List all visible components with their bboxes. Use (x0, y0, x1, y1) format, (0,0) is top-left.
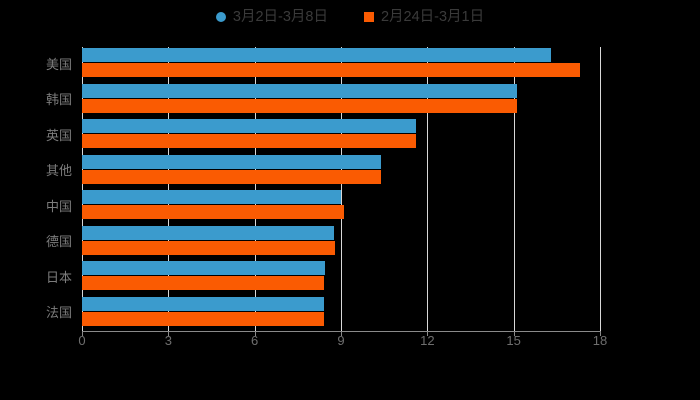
x-tick-mark-0 (82, 331, 83, 336)
legend-label-series-1: 2月24日-3月1日 (380, 8, 485, 25)
bar-1[interactable] (82, 63, 580, 77)
bar-row (82, 225, 600, 261)
bar-0[interactable] (82, 48, 552, 62)
bar-0[interactable] (82, 261, 326, 275)
x-tick-mark-12 (427, 331, 429, 336)
bar-0[interactable] (82, 225, 334, 240)
x-tick-label-12: 12 (420, 333, 435, 348)
bar-rows (82, 47, 600, 331)
legend-item-series-0[interactable]: 3月2日-3月8日 (215, 8, 328, 25)
x-tick-label-0: 0 (78, 333, 86, 348)
bar-1[interactable] (82, 205, 344, 219)
bar-0[interactable] (82, 154, 382, 169)
x-tick-label-18: 18 (592, 333, 608, 348)
x-tick-mark-3 (168, 331, 170, 336)
bar-row (82, 118, 600, 154)
category-label: 日本 (45, 269, 72, 285)
bar-0[interactable] (82, 190, 341, 204)
legend-marker-circle-icon (215, 12, 226, 22)
chart-legend: 3月2日-3月8日 2月24日-3月1日 (0, 6, 700, 28)
category-label: 美国 (45, 56, 72, 72)
x-tick-label-9: 9 (337, 333, 345, 348)
bar-row (82, 189, 600, 225)
bar-1[interactable] (82, 169, 382, 184)
category-label: 德国 (45, 234, 72, 250)
x-tick-mark-18 (600, 331, 601, 336)
bar-row (82, 83, 600, 119)
x-tick-mark-15 (513, 331, 515, 336)
x-tick-labels: 0 3 6 9 12 15 18 (78, 333, 607, 354)
bar-1[interactable] (82, 240, 336, 255)
category-axis: 美国韩国英国其他中国德国日本法国 (0, 47, 72, 331)
bar-row (82, 296, 600, 332)
bar-0[interactable] (82, 83, 517, 98)
bar-0[interactable] (82, 296, 324, 311)
x-tick-label-15: 15 (506, 333, 521, 348)
category-label: 中国 (45, 198, 72, 214)
legend-label-series-0: 3月2日-3月8日 (232, 8, 328, 25)
gridline-18 (600, 47, 601, 331)
x-tick-mark-9 (341, 331, 342, 336)
category-label: 英国 (45, 127, 72, 143)
category-label: 法国 (45, 305, 72, 321)
legend-marker-square-icon (363, 12, 374, 22)
plot-area (82, 47, 601, 331)
x-tick-mark-6 (254, 331, 256, 336)
category-label: 韩国 (45, 92, 72, 108)
bar-0[interactable] (82, 119, 416, 133)
bar-row (82, 154, 600, 190)
bar-1[interactable] (82, 311, 324, 326)
bar-1[interactable] (82, 98, 517, 113)
x-tick-label-6: 6 (251, 333, 259, 348)
bar-1[interactable] (82, 276, 324, 290)
x-tick-label-3: 3 (164, 333, 172, 348)
bar-row (82, 47, 600, 83)
bar-row (82, 260, 600, 296)
legend-item-series-1[interactable]: 2月24日-3月1日 (363, 8, 485, 25)
bar-1[interactable] (82, 134, 416, 148)
category-label: 其他 (45, 163, 72, 179)
